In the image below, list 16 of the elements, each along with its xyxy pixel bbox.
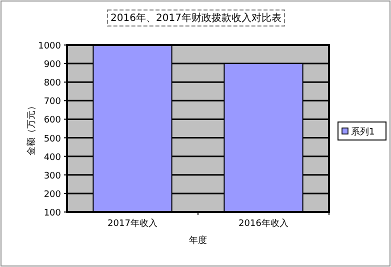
y-tick-label: 700 [44, 97, 62, 108]
x-tick-label: 2016年收入 [238, 218, 288, 229]
y-tick-label: 200 [44, 190, 62, 200]
y-tick-label: 800 [44, 78, 62, 89]
legend-label: 系列1 [351, 126, 375, 138]
chart-title: 2016年、2017年财政拨款收入对比表 [110, 12, 282, 24]
y-tick-label: 100 [44, 208, 62, 218]
y-axis-title: 金额（万元） [26, 102, 37, 156]
y-tick-label: 300 [44, 171, 62, 182]
y-tick-label: 1000 [38, 42, 62, 52]
y-tick-label: 600 [44, 116, 62, 126]
y-tick-label: 500 [44, 134, 62, 144]
y-tick-label: 400 [44, 152, 62, 163]
y-tick-label: 900 [44, 60, 62, 70]
x-axis-title: 年度 [189, 235, 207, 246]
x-tick-label: 2017年收入 [108, 218, 158, 229]
